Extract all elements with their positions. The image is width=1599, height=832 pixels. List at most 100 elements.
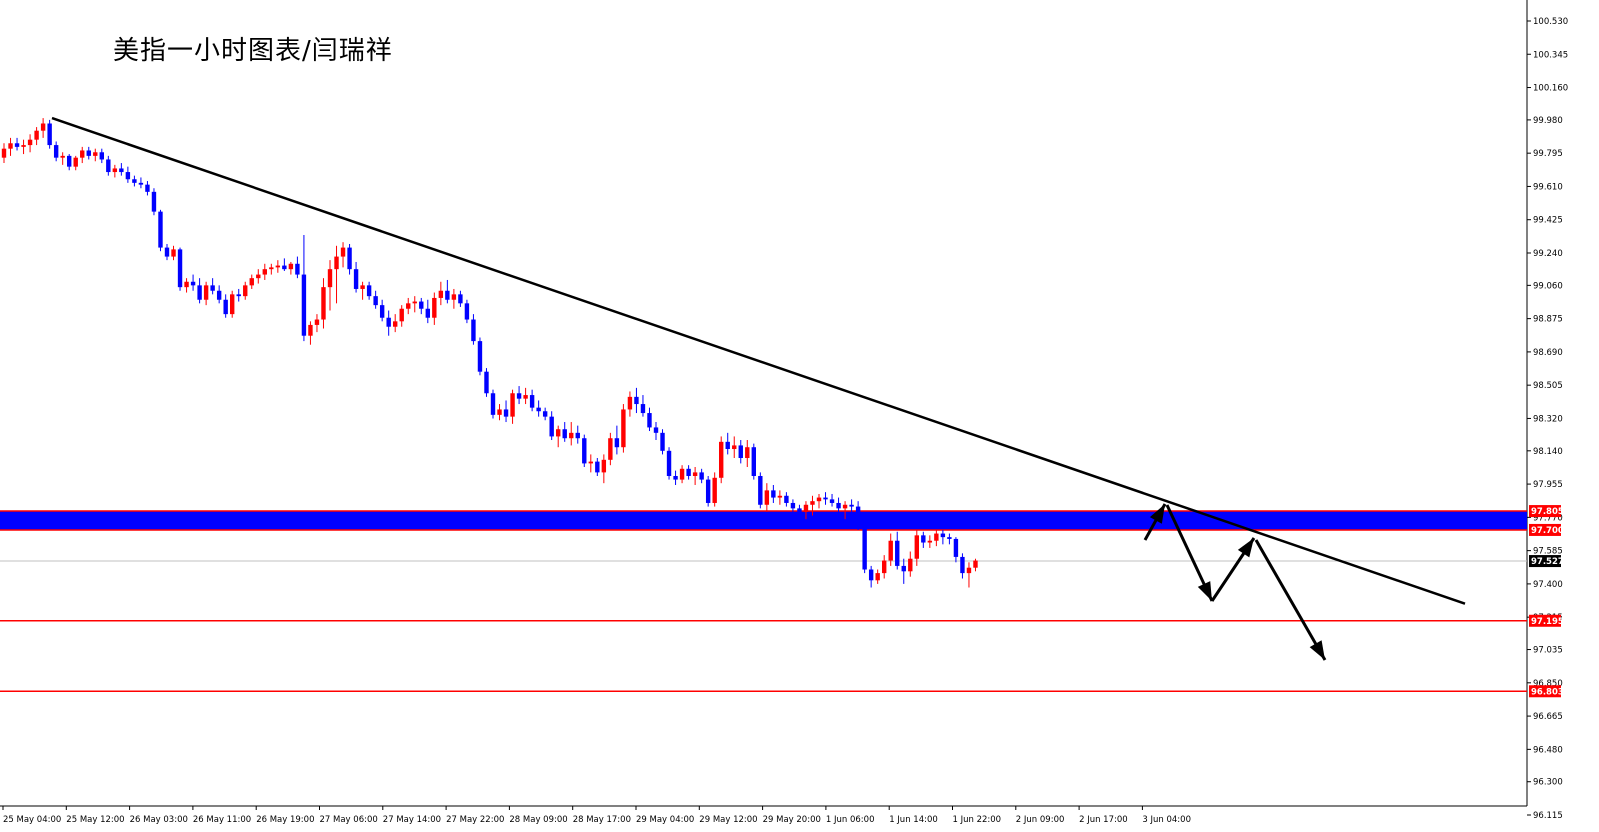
candle-body — [353, 269, 359, 289]
candle-body — [810, 501, 815, 505]
candle-body — [210, 285, 215, 291]
candle-body — [164, 247, 170, 257]
candle-body — [523, 395, 528, 399]
x-tick-label: 2 Jun 17:00 — [1079, 815, 1128, 825]
candle-body — [406, 303, 411, 309]
candle-body — [595, 461, 600, 473]
candle-body — [816, 497, 822, 502]
x-tick-label: 26 May 19:00 — [256, 815, 314, 825]
candle-body — [314, 319, 320, 325]
candle-body — [842, 504, 848, 509]
candle-body — [125, 172, 131, 180]
candle-body — [516, 393, 522, 399]
y-tick-label: 97.770 — [1533, 513, 1563, 523]
candle-body — [640, 404, 646, 414]
candle-body — [829, 499, 835, 503]
x-tick-label: 2 Jun 09:00 — [1016, 815, 1065, 825]
candle-body — [60, 155, 65, 158]
candle-body — [634, 396, 639, 405]
current-price-label-box — [1529, 555, 1561, 568]
candle-body — [588, 461, 593, 464]
candle-body — [940, 533, 946, 538]
candle-body — [340, 247, 346, 257]
candle-body — [106, 159, 111, 173]
candle-body — [93, 152, 98, 156]
x-tick-label: 29 May 20:00 — [763, 815, 821, 825]
forecast-arrow-up-1-head — [1149, 504, 1165, 524]
candle-body — [503, 409, 509, 417]
candle-body — [862, 526, 867, 570]
candle-body — [536, 407, 541, 412]
candle-body — [849, 504, 854, 507]
candle-body — [764, 490, 770, 505]
candle-body — [542, 411, 548, 417]
candle-body — [908, 558, 913, 572]
candle-body — [569, 432, 574, 439]
x-tick-label: 27 May 14:00 — [383, 815, 441, 825]
current-price-label: 97.527 — [1531, 557, 1564, 567]
candle-body — [692, 472, 698, 476]
candle-body — [973, 560, 978, 568]
candle-body — [953, 538, 959, 557]
candle-body — [484, 371, 489, 394]
y-tick-label: 100.345 — [1533, 50, 1568, 60]
y-tick-label: 96.665 — [1533, 712, 1563, 722]
candle-body — [451, 294, 457, 300]
price-level-label: 97.805 — [1531, 507, 1564, 517]
candle-body — [393, 321, 398, 327]
candle-body — [686, 468, 691, 476]
candle-body — [412, 301, 417, 304]
y-tick-label: 98.690 — [1533, 348, 1563, 358]
candle-body — [288, 263, 294, 270]
candle-body — [627, 396, 633, 410]
forecast-arrow-down-2 — [1254, 539, 1327, 661]
candle-body — [243, 285, 248, 297]
candle-body — [738, 445, 743, 459]
price-level-label: 97.700 — [1531, 526, 1564, 536]
candle-body — [549, 416, 554, 437]
x-tick-label: 27 May 22:00 — [446, 815, 504, 825]
price-level-label: 96.803 — [1531, 687, 1564, 697]
candle-body — [497, 409, 502, 415]
y-tick-label: 97.955 — [1533, 480, 1563, 490]
candle-body — [203, 285, 209, 300]
candle-body — [699, 472, 704, 480]
candle-body — [40, 123, 46, 131]
candle-body — [425, 308, 430, 318]
forecast-arrow-down-1-head — [1197, 581, 1212, 601]
x-tick-label: 26 May 03:00 — [130, 815, 188, 825]
candle-body — [216, 290, 222, 300]
candle-body — [614, 438, 620, 448]
candle-body — [432, 297, 437, 318]
candle-body — [197, 285, 202, 300]
candle-body — [327, 269, 333, 288]
candle-body — [510, 393, 515, 417]
candle-body — [86, 150, 91, 156]
candle-body — [366, 285, 372, 297]
candle-body — [138, 182, 144, 185]
candle-body — [745, 447, 750, 459]
candle-body — [177, 249, 183, 288]
x-tick-label: 28 May 17:00 — [573, 815, 631, 825]
candle-body — [282, 265, 287, 270]
candle-body — [47, 123, 52, 146]
candle-body — [660, 432, 665, 451]
candle-body — [653, 427, 659, 433]
candle-body — [582, 438, 587, 464]
candle-body — [1, 148, 7, 158]
candle-body — [464, 303, 470, 320]
y-tick-label: 97.035 — [1533, 646, 1563, 656]
candle-body — [184, 281, 189, 288]
candle-body — [934, 533, 939, 541]
candle-body — [947, 537, 952, 539]
candle-body — [960, 556, 965, 574]
candle-body — [803, 504, 809, 512]
candle-body — [445, 290, 450, 300]
candle-body — [601, 459, 607, 473]
candle-body — [308, 324, 313, 336]
candle-body — [262, 269, 267, 275]
candle-body — [73, 157, 78, 167]
candle-body — [275, 265, 281, 268]
candle-body — [190, 281, 196, 286]
